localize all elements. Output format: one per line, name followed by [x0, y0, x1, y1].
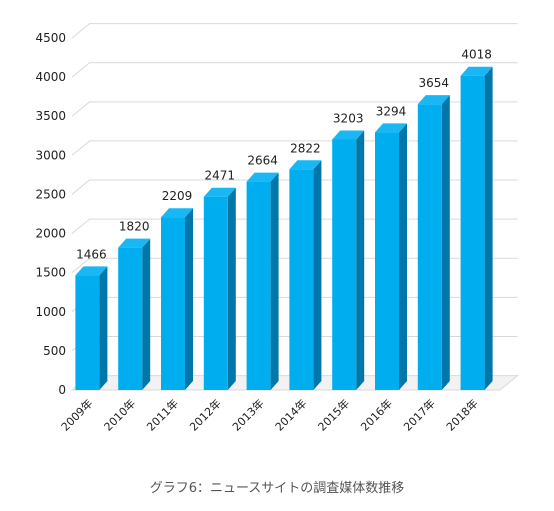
- bar: [118, 238, 151, 390]
- data-label: 1820: [119, 220, 150, 234]
- y-tick-label: 4500: [35, 31, 66, 45]
- x-tick-label: 2017年: [400, 396, 437, 433]
- data-label: 4018: [461, 48, 492, 62]
- bar-side: [227, 187, 236, 390]
- bar-front: [246, 181, 271, 390]
- x-tick-label: 2016年: [358, 396, 395, 433]
- data-label: 2822: [290, 141, 321, 155]
- y-tick-label: 4000: [35, 70, 66, 84]
- bar-chart: 0 500 1000 1500 2000 2500 3000 3500 4000 4500 146…: [35, 23, 520, 434]
- bar: [246, 172, 279, 390]
- bar: [75, 266, 108, 390]
- x-tick-label: 2012年: [186, 396, 223, 433]
- y-tick-label: 3500: [35, 109, 66, 123]
- bar-top: [161, 208, 193, 218]
- data-label: 1466: [76, 247, 107, 261]
- bars: [75, 66, 493, 391]
- bar-top: [118, 238, 151, 248]
- bar-top: [460, 66, 493, 76]
- chart-caption: グラフ6：ニュースサイトの調査媒体数推移: [149, 481, 405, 496]
- data-label: 2209: [162, 189, 193, 203]
- bar-top: [417, 95, 450, 105]
- data-label: 2471: [205, 169, 236, 183]
- y-tick-label: 2500: [35, 187, 66, 201]
- bar-top: [332, 130, 365, 140]
- gridline: [71, 218, 518, 234]
- x-tick-label: 2013年: [229, 396, 266, 433]
- gridline: [71, 101, 518, 117]
- data-label: 3654: [419, 76, 450, 90]
- bar-front: [332, 139, 357, 390]
- bar-top: [203, 187, 236, 197]
- gridline: [71, 140, 518, 156]
- bar-top: [246, 172, 279, 182]
- gridline: [71, 23, 518, 39]
- bar-front: [75, 275, 100, 390]
- data-label: 3294: [376, 104, 407, 118]
- bar-side: [99, 266, 108, 390]
- y-axis-tick-labels: 0 500 1000 1500 2000 2500 3000 3500 4000 4500: [35, 31, 66, 397]
- y-tick-label: 2000: [35, 227, 66, 241]
- bar-side: [399, 123, 407, 390]
- x-tick-label: 2018年: [443, 396, 480, 433]
- x-tick-label: 2014年: [272, 396, 309, 433]
- bar-front: [460, 75, 485, 390]
- x-tick-label: 2011年: [144, 396, 181, 433]
- bar: [332, 130, 365, 390]
- bar-top: [289, 160, 322, 170]
- y-tick-label: 0: [58, 383, 66, 397]
- bar-front: [375, 132, 399, 390]
- data-label: 2664: [247, 154, 278, 168]
- x-tick-label: 2009年: [58, 396, 95, 433]
- bar: [161, 208, 193, 390]
- x-tick-label: 2015年: [315, 396, 352, 433]
- bar: [289, 160, 322, 390]
- bar-side: [313, 160, 322, 390]
- gridline: [71, 62, 518, 78]
- bar-front: [203, 196, 228, 390]
- bar-front: [417, 104, 442, 391]
- bar-side: [441, 95, 450, 391]
- bar-front: [161, 217, 185, 390]
- bar-side: [484, 66, 493, 390]
- y-tick-label: 500: [43, 344, 66, 358]
- gridline: [71, 257, 518, 274]
- bar-side: [185, 208, 193, 390]
- data-label: 3203: [333, 111, 364, 125]
- data-labels: 1466 1820 2209 2471 2664 2822 3203 3294 3654 4018: [76, 48, 492, 262]
- bar: [203, 187, 236, 390]
- bar: [375, 123, 407, 390]
- bar-side: [142, 238, 151, 390]
- y-tick-label: 1500: [35, 266, 66, 280]
- x-axis-tick-labels: 2009年 2010年 2011年 2012年 2013年 2014年 2015年 2016年…: [58, 396, 481, 433]
- y-tick-label: 1000: [35, 305, 66, 319]
- gridline: [71, 179, 518, 195]
- bar: [460, 66, 493, 390]
- bar-front: [289, 169, 314, 390]
- y-tick-label: 3000: [35, 148, 66, 162]
- bar-side: [270, 172, 279, 390]
- x-tick-label: 2010年: [101, 396, 138, 433]
- bar-side: [356, 130, 365, 390]
- bar-top: [375, 123, 407, 133]
- bar-front: [118, 247, 143, 390]
- bar-top: [75, 266, 108, 276]
- bar: [417, 95, 450, 391]
